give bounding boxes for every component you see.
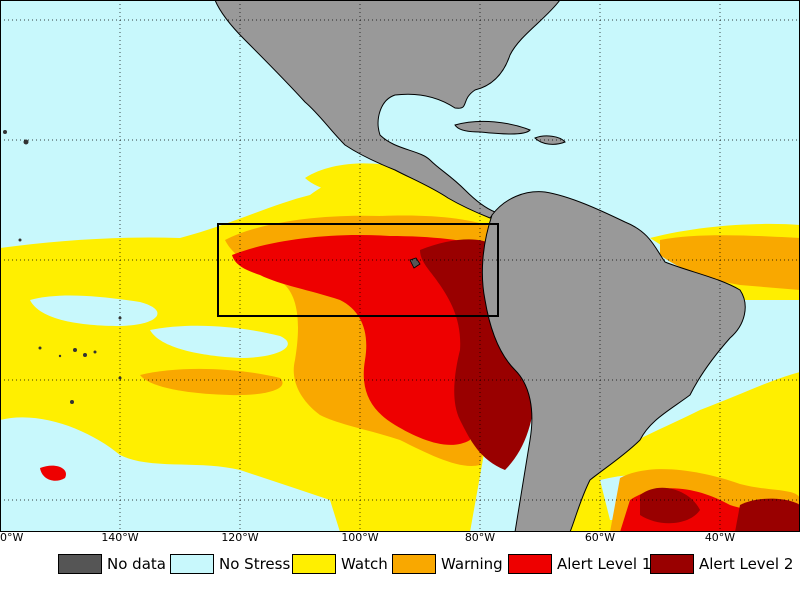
north-america-land bbox=[214, 0, 561, 219]
coral-bleaching-alert-map bbox=[0, 0, 800, 532]
legend-item-watch: Watch bbox=[292, 550, 388, 578]
no-stress-patch bbox=[0, 417, 340, 532]
legend-item-no-stress: No Stress bbox=[170, 550, 290, 578]
longitude-tick: 140°W bbox=[101, 531, 139, 544]
legend-label: Warning bbox=[441, 555, 503, 573]
south-america-land bbox=[481, 191, 746, 532]
no-stress-patch bbox=[30, 295, 158, 326]
legend-label: No data bbox=[107, 555, 166, 573]
longitude-tick: 80°W bbox=[464, 531, 496, 544]
legend-label: Alert Level 1 bbox=[557, 555, 652, 573]
watch-zone-north-patch bbox=[305, 163, 411, 196]
legend: No data No Stress Watch Warning Alert Le… bbox=[0, 550, 800, 578]
graticule bbox=[0, 0, 800, 532]
warning-zone-west bbox=[140, 368, 283, 396]
legend-swatch bbox=[508, 554, 552, 574]
region-of-interest-box bbox=[217, 223, 499, 317]
no-stress-patch bbox=[150, 325, 288, 358]
legend-label: Alert Level 2 bbox=[699, 555, 794, 573]
legend-label: Watch bbox=[341, 555, 388, 573]
legend-item-warning: Warning bbox=[392, 550, 503, 578]
legend-swatch bbox=[58, 554, 102, 574]
pacific-islands-no-data bbox=[3, 130, 122, 404]
longitude-tick: 60°W bbox=[584, 531, 616, 544]
legend-swatch bbox=[170, 554, 214, 574]
legend-item-no-data: No data bbox=[58, 550, 166, 578]
hispaniola-island bbox=[534, 135, 566, 145]
longitude-tick: 160°W bbox=[0, 531, 24, 544]
alert-level-2-zone-se bbox=[735, 498, 800, 532]
alert-level-2-zone-sw bbox=[640, 487, 700, 524]
legend-label: No Stress bbox=[219, 555, 291, 573]
longitude-tick: 100°W bbox=[341, 531, 379, 544]
galapagos-islands bbox=[409, 257, 421, 269]
alert-level-1-patch bbox=[40, 465, 66, 481]
legend-swatch bbox=[650, 554, 694, 574]
cuba-island bbox=[454, 120, 531, 135]
longitude-tick: 40°W bbox=[704, 531, 736, 544]
longitude-tick: 120°W bbox=[221, 531, 259, 544]
legend-swatch bbox=[392, 554, 436, 574]
legend-item-alert-level-2: Alert Level 2 bbox=[650, 550, 793, 578]
alert-level-2-zone bbox=[420, 239, 535, 470]
warning-zone-atlantic bbox=[660, 235, 800, 290]
legend-swatch bbox=[292, 554, 336, 574]
legend-item-alert-level-1: Alert Level 1 bbox=[508, 550, 651, 578]
alert-level-1-zone bbox=[232, 234, 492, 445]
